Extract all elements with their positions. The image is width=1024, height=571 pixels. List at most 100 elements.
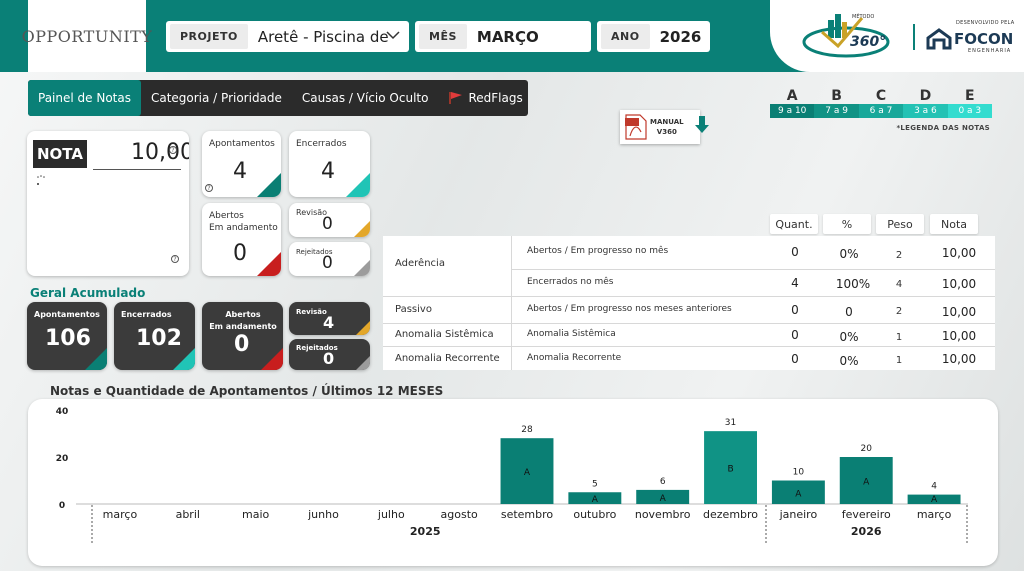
x-tick-label: setembro [501, 508, 554, 521]
nota-value: 10,00 [131, 140, 189, 165]
row-desc: Encerrados no mês [527, 277, 614, 287]
tab-painel-de-notas[interactable]: Painel de Notas [28, 80, 141, 116]
legend-range-e: 0 a 3 [947, 104, 993, 118]
brand-area: MÉTODO 360° DESENVOLVIDO PELA FOCON ENGE… [770, 0, 1024, 72]
tab-categoria-prioridade[interactable]: Categoria / Prioridade [150, 91, 282, 105]
focon-sub: ENGENHARIA [968, 48, 1012, 54]
info-icon[interactable]: ? [169, 146, 177, 154]
card-value: 102 [136, 326, 182, 351]
data-label: 28 [521, 425, 533, 435]
info-icon[interactable]: ? [205, 184, 213, 192]
chart-bar [839, 457, 893, 504]
card-value: 0 [323, 349, 335, 368]
row-group: Anomalia Recorrente [395, 353, 500, 364]
table-divider [383, 323, 995, 324]
col-header-peso: Peso [876, 214, 924, 234]
manual-line1: MANUAL [650, 118, 684, 126]
row-nota: 10,00 [941, 329, 977, 343]
grade-label: A [931, 495, 938, 505]
row-group: Anomalia Sistêmica [395, 329, 494, 340]
row-nota: 10,00 [941, 277, 977, 291]
card-title: Encerrados [121, 310, 172, 319]
row-peso: 4 [895, 279, 903, 290]
row-quant: 0 [791, 303, 799, 317]
col-header-quant: Quant. [770, 214, 818, 234]
red-flag-icon [449, 92, 463, 104]
legend-letter-e: E [965, 88, 975, 104]
row-quant: 4 [791, 276, 799, 290]
month-filter[interactable]: MÊS MARÇO [415, 21, 591, 52]
year-label: 2025 [410, 525, 441, 538]
tab-redflags[interactable]: RedFlags [438, 80, 532, 116]
row-desc: Abertos / Em progresso no mês [527, 246, 669, 256]
grade-label: A [660, 494, 667, 504]
row-desc: Anomalia Sistêmica [527, 329, 616, 339]
card-title: Encerrados [296, 139, 347, 149]
card-title: Apontamentos [209, 139, 275, 149]
x-tick-label: outubro [573, 508, 616, 521]
data-label: 5 [592, 479, 598, 489]
card-value: 4 [233, 159, 247, 184]
info-icon[interactable]: ? [171, 255, 179, 263]
geral-revisao-card: Revisão 4 [289, 302, 370, 335]
x-tick-label: março [917, 508, 952, 521]
y-tick-label: 0 [59, 501, 65, 511]
table-divider [511, 236, 512, 370]
grade-label: A [863, 478, 870, 488]
gray-corner [356, 356, 370, 370]
month-filter-value: MARÇO [476, 27, 539, 46]
legend-letter-d: D [919, 88, 932, 104]
card-value: 106 [45, 326, 91, 351]
card-value: 0 [233, 241, 247, 266]
row-pct: 0% [839, 330, 859, 344]
rejeitados-card: Rejeitados 0 [289, 242, 370, 276]
tab-causas-vicio-oculto[interactable]: Causas / Vício Oculto [301, 91, 429, 105]
card-title: Revisão [296, 208, 328, 217]
teal-corner [85, 348, 107, 370]
data-label: 20 [861, 444, 873, 454]
download-arrow-icon[interactable] [694, 115, 710, 135]
card-title: Apontamentos [34, 310, 100, 319]
row-desc: Anomalia Recorrente [527, 353, 622, 363]
orange-corner [356, 321, 370, 335]
card-value: 0 [322, 253, 333, 273]
data-label: 4 [931, 482, 937, 492]
card-title: Rejeitados [296, 248, 333, 256]
row-group: Aderência [395, 258, 445, 269]
manual-line2: V360 [656, 128, 677, 136]
data-label: 31 [725, 418, 736, 428]
year-filter[interactable]: ANO 2026 [597, 21, 710, 52]
row-quant: 0 [791, 328, 799, 342]
chevron-down-icon[interactable] [385, 28, 401, 42]
legend-letter-a: A [786, 88, 798, 104]
table-divider [511, 269, 995, 270]
red-corner [257, 252, 281, 276]
geral-encerrados-card: Encerrados 102 [114, 302, 195, 370]
month-filter-label: MÊS [419, 24, 467, 49]
card-value: 4 [321, 159, 335, 184]
house-icon [926, 28, 952, 50]
loading-dots-icon [37, 175, 45, 185]
nota-underline [93, 169, 181, 170]
chart-bar [771, 480, 825, 504]
chart-bar [568, 492, 622, 504]
manual-v360-button[interactable]: MANUAL V360 [620, 110, 709, 144]
chart-bar [907, 494, 961, 504]
row-pct: 0% [839, 247, 859, 261]
row-peso: 2 [895, 250, 903, 261]
project-filter[interactable]: PROJETO Aretê - Piscina de... [166, 21, 409, 52]
teal-corner [257, 173, 281, 197]
col-header-nota: Nota [930, 214, 978, 234]
data-label: 6 [660, 477, 666, 487]
year-label: 2026 [851, 525, 882, 538]
x-tick-label: julho [377, 508, 405, 521]
logo-text: OPPORTUNITY [21, 26, 153, 46]
chart-bar [500, 438, 554, 504]
card-value: 0 [234, 332, 250, 357]
tab-redflags-label: RedFlags [468, 91, 523, 105]
orange-corner [354, 221, 370, 237]
data-label: 10 [793, 468, 805, 478]
